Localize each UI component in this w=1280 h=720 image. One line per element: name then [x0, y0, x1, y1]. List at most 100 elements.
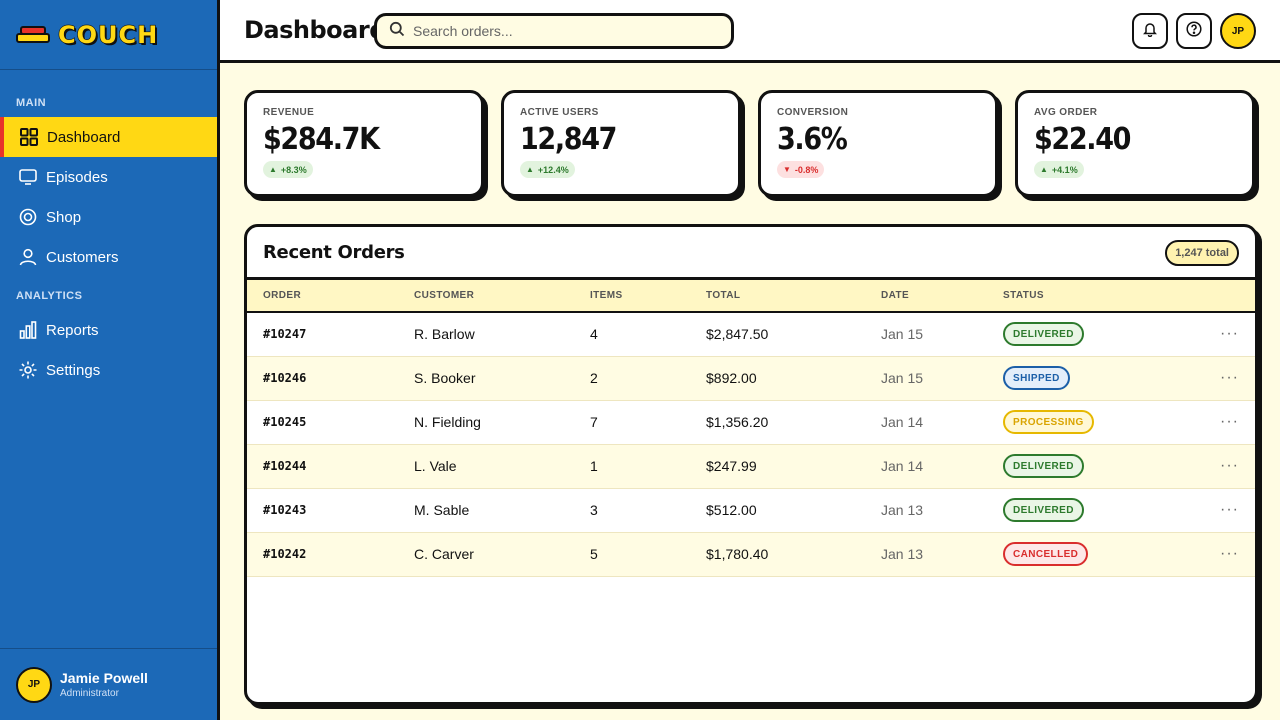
bar-chart-icon — [18, 320, 38, 340]
sidebar-item-label: Customers — [46, 248, 119, 266]
stat-value: $284.7K — [263, 122, 380, 157]
nav-section-main: MAIN — [16, 97, 47, 109]
sidebar-item-dashboard[interactable]: Dashboard — [0, 117, 217, 157]
arrow-up-icon: ▲ — [269, 165, 277, 174]
column-header-items[interactable]: ITEMS — [590, 290, 623, 301]
customer-name: M. Sable — [414, 502, 470, 518]
stat-label: AVG ORDER — [1034, 107, 1098, 118]
sidebar-item-label: Dashboard — [47, 128, 121, 146]
order-id[interactable]: #10247 — [263, 327, 307, 342]
brand[interactable]: COUCH — [0, 0, 217, 70]
order-date: Jan 14 — [881, 414, 924, 430]
column-header-order[interactable]: ORDER — [263, 290, 302, 301]
status-badge: DELIVERED — [1003, 454, 1084, 478]
more-actions-icon[interactable]: ··· — [1220, 369, 1239, 386]
target-icon — [18, 207, 38, 227]
help-button[interactable] — [1176, 13, 1212, 49]
search-input[interactable] — [413, 23, 713, 39]
sidebar-item-label: Settings — [46, 361, 101, 379]
nav-section-analytics: ANALYTICS — [16, 290, 83, 302]
more-actions-icon[interactable]: ··· — [1220, 545, 1239, 562]
table-row[interactable]: #10244 L. Vale 1 $247.99 Jan 14 DELIVERE… — [247, 444, 1255, 488]
more-actions-icon[interactable]: ··· — [1220, 501, 1239, 518]
column-header-status[interactable]: STATUS — [1003, 290, 1044, 301]
top-header: Dashboard JP — [220, 0, 1280, 63]
more-actions-icon[interactable]: ··· — [1220, 325, 1239, 343]
sidebar-item-label: Episodes — [46, 168, 108, 186]
customer-name: L. Vale — [414, 458, 457, 474]
header-avatar[interactable]: JP — [1220, 13, 1256, 49]
table-row[interactable]: #10245 N. Fielding 7 $1,356.20 Jan 14 PR… — [247, 400, 1255, 444]
table-row[interactable]: #10243 M. Sable 3 $512.00 Jan 13 DELIVER… — [247, 488, 1255, 532]
orders-table: ORDER CUSTOMER ITEMS TOTAL DATE STATUS #… — [247, 280, 1255, 577]
order-total: $512.00 — [706, 502, 757, 518]
order-id[interactable]: #10243 — [263, 503, 307, 517]
stat-delta: ▲ +8.3% — [263, 161, 313, 178]
arrow-up-icon: ▲ — [526, 165, 534, 174]
grid-icon — [19, 127, 39, 147]
stat-card-avg-order: AVG ORDER $22.40 ▲ +4.1% — [1015, 90, 1255, 197]
more-actions-icon[interactable]: ··· — [1220, 457, 1239, 474]
order-date: Jan 14 — [881, 458, 924, 474]
user-role: Administrator — [60, 688, 119, 699]
user-name: Jamie Powell — [60, 670, 148, 686]
order-id[interactable]: #10246 — [263, 371, 307, 385]
customer-name: N. Fielding — [414, 414, 481, 430]
status-badge: CANCELLED — [1003, 542, 1089, 566]
sidebar-item-label: Reports — [46, 321, 99, 339]
order-total: $247.99 — [706, 458, 757, 474]
sidebar-item-episodes[interactable]: Episodes — [0, 157, 217, 197]
status-badge: PROCESSING — [1003, 410, 1094, 434]
stat-card-conversion: CONVERSION 3.6% ▼ -0.8% — [758, 90, 998, 197]
sidebar-item-reports[interactable]: Reports — [0, 310, 217, 350]
stat-card-revenue: REVENUE $284.7K ▲ +8.3% — [244, 90, 484, 197]
sidebar-item-settings[interactable]: Settings — [0, 350, 217, 390]
stat-card-active-users: ACTIVE USERS 12,847 ▲ +12.4% — [501, 90, 741, 197]
stat-value: 12,847 — [520, 122, 617, 157]
order-date: Jan 15 — [881, 326, 924, 343]
search-icon — [389, 21, 405, 42]
customer-name: R. Barlow — [414, 326, 475, 343]
gear-icon — [18, 360, 38, 380]
order-id[interactable]: #10244 — [263, 459, 307, 473]
item-count: 3 — [590, 502, 598, 518]
brand-name: COUCH — [57, 20, 159, 49]
column-header-date[interactable]: DATE — [881, 290, 910, 301]
stat-label: REVENUE — [263, 107, 315, 118]
more-actions-icon[interactable]: ··· — [1220, 413, 1239, 430]
status-badge: DELIVERED — [1003, 498, 1084, 522]
order-id[interactable]: #10242 — [263, 547, 307, 561]
panel-title: Recent Orders — [263, 241, 405, 263]
stat-value: 3.6% — [777, 122, 848, 157]
customer-name: S. Booker — [414, 370, 476, 386]
item-count: 4 — [590, 326, 598, 343]
order-date: Jan 13 — [881, 546, 924, 562]
table-row[interactable]: #10246 S. Booker 2 $892.00 Jan 15 SHIPPE… — [247, 356, 1255, 400]
table-row[interactable]: #10242 C. Carver 5 $1,780.40 Jan 13 CANC… — [247, 532, 1255, 576]
sidebar-item-customers[interactable]: Customers — [0, 237, 217, 277]
notifications-button[interactable] — [1132, 13, 1168, 49]
column-header-customer[interactable]: CUSTOMER — [414, 290, 475, 301]
item-count: 7 — [590, 414, 598, 430]
stat-label: ACTIVE USERS — [520, 107, 599, 118]
user-profile[interactable]: JP Jamie Powell Administrator — [0, 648, 217, 720]
item-count: 2 — [590, 370, 598, 386]
order-total: $1,780.40 — [706, 546, 769, 562]
couch-logo-icon — [16, 25, 50, 44]
sidebar-item-shop[interactable]: Shop — [0, 197, 217, 237]
arrow-up-icon: ▲ — [1040, 165, 1048, 174]
table-row[interactable]: #10247 R. Barlow 4 $2,847.50 Jan 15 DELI… — [247, 312, 1255, 356]
order-id[interactable]: #10245 — [263, 415, 307, 429]
column-header-total[interactable]: TOTAL — [706, 290, 741, 301]
item-count: 1 — [590, 458, 598, 474]
stat-delta: ▼ -0.8% — [777, 161, 825, 178]
column-header-actions — [1193, 280, 1255, 312]
page-title: Dashboard — [244, 16, 386, 44]
stat-delta: ▲ +12.4% — [520, 161, 575, 178]
stat-value: $22.40 — [1034, 122, 1131, 157]
stat-label: CONVERSION — [777, 107, 849, 118]
bell-icon — [1142, 21, 1158, 42]
search-box[interactable] — [374, 13, 734, 49]
customer-name: C. Carver — [414, 546, 474, 562]
recent-orders-panel: Recent Orders 1,247 total ORDER CUSTOMER… — [244, 224, 1258, 705]
